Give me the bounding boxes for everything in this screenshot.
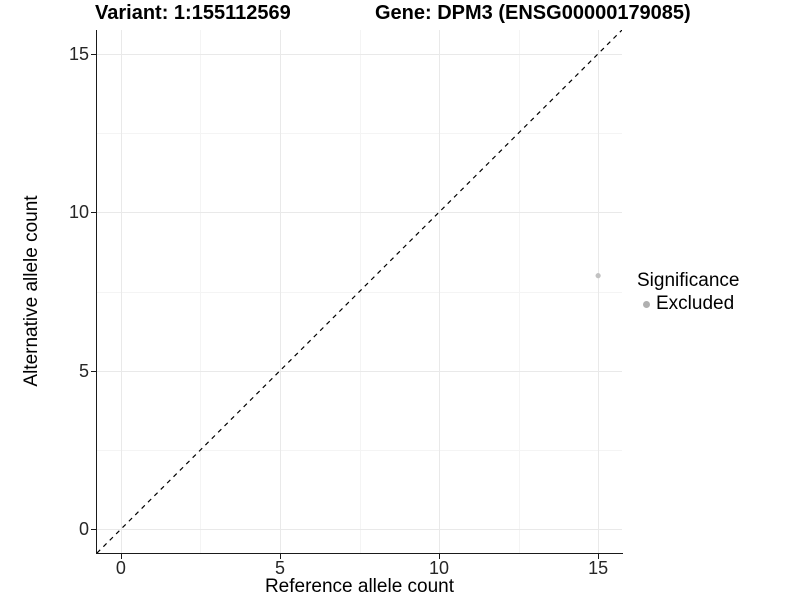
y-tick-mark [91, 53, 96, 55]
x-tick-mark [120, 554, 122, 559]
major-gridline [97, 529, 622, 531]
legend-point-icon [643, 300, 650, 308]
legend-item: Excluded [637, 293, 739, 315]
y-axis-line [96, 30, 97, 554]
identity-dashed-line [97, 30, 622, 553]
y-tick-label: 0 [78, 519, 89, 540]
data-point [595, 273, 601, 279]
minor-gridline [97, 450, 622, 451]
plot-panel [97, 30, 622, 553]
y-tick-label: 5 [78, 360, 89, 381]
x-axis-line [96, 553, 623, 554]
major-gridline [280, 30, 281, 553]
legend-label: Excluded [656, 293, 735, 314]
x-tick-label: 0 [115, 558, 126, 578]
major-gridline [97, 53, 622, 55]
minor-gridline [97, 133, 622, 134]
major-gridline [97, 212, 622, 214]
major-gridline [120, 30, 122, 553]
x-tick-mark [598, 554, 600, 559]
major-gridline [97, 370, 622, 372]
x-tick-mark [280, 554, 281, 559]
plot-canvas [97, 30, 622, 553]
x-tick-label: 15 [588, 558, 609, 578]
y-tick-mark [91, 370, 96, 372]
x-tick-label: 10 [428, 558, 450, 578]
major-gridline [598, 30, 600, 553]
plot-title-variant: Variant: 1:155112569 [95, 2, 291, 24]
major-gridline [439, 30, 440, 553]
y-tick-mark [91, 212, 96, 214]
y-tick-mark [91, 529, 96, 531]
y-axis-title: Alternative allele count [21, 195, 42, 387]
y-tick-label: 15 [68, 43, 89, 64]
legend-items: Excluded [637, 293, 739, 315]
legend-title: Significance [637, 270, 740, 291]
legend: Significance Excluded [637, 270, 739, 315]
y-tick-label: 10 [68, 202, 89, 223]
x-tick-mark [439, 554, 440, 559]
x-tick-label: 5 [274, 558, 285, 578]
plot-title-gene: Gene: DPM3 (ENSG00000179085) [375, 2, 691, 24]
x-axis-title: Reference allele count [264, 576, 455, 597]
